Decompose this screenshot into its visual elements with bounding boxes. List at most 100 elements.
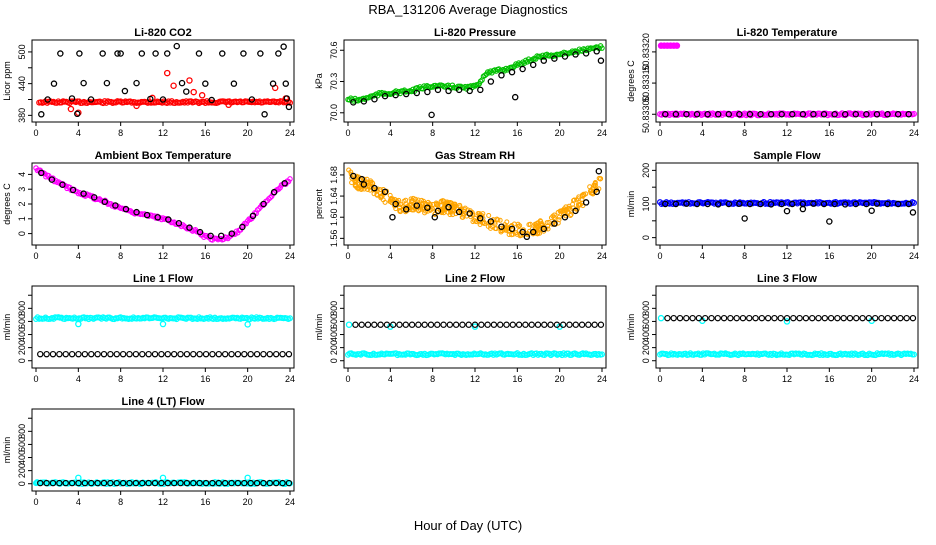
y-tick-label: 600 [329,314,339,329]
data-point [871,314,879,322]
data-point [826,218,833,225]
data-point [445,87,452,95]
x-tick-label: 24 [285,374,295,384]
data-point [670,314,677,322]
data-point [693,200,701,208]
data-point [99,50,106,57]
data-point [746,200,754,208]
data-point [525,230,531,236]
data-point [708,314,715,322]
data-point [478,321,485,328]
data-point [514,350,521,357]
panel-title: Li-820 CO2 [134,27,191,39]
y-axis-label: degrees C [2,183,12,225]
data-point [683,111,690,118]
data-point [450,212,456,218]
y-tick-label: 200 [17,340,27,355]
data-point [354,173,360,179]
data-point [373,187,379,193]
data-point [228,350,235,358]
x-tick-label: 8 [118,251,123,261]
panel-li820-temp: Li-820 Temperature degrees C 0 4 8 12 16 20 24 50… [626,27,919,138]
data-point [49,350,57,358]
data-point [897,314,904,322]
data-point [260,350,267,358]
data-point [390,196,396,202]
data-point [126,479,133,487]
x-tick-label: 8 [430,374,435,384]
data-point [466,210,473,217]
data-point [599,45,605,51]
data-point [413,89,421,97]
data-point [57,50,64,57]
data-point [746,111,754,118]
y-tick-label: 0 [17,481,27,486]
data-point [764,314,772,322]
data-point [580,203,586,209]
x-tick-label: 20 [867,128,877,138]
x-tick-label: 8 [742,374,747,384]
data-point [909,209,917,216]
x-tick-label: 4 [76,128,81,138]
data-point [537,218,543,224]
data-point [815,314,822,322]
data-point [425,208,431,214]
data-point [103,79,111,87]
data-point [714,314,721,322]
data-point [170,479,178,487]
data-point [132,350,140,358]
y-tick-label: 600 [17,314,27,329]
data-point [575,202,581,208]
data-point [846,314,854,322]
data-point [415,321,422,328]
data-point [820,200,828,208]
data-point [657,314,665,322]
data-point [452,321,460,328]
data-series [657,42,681,49]
data-point [477,78,484,84]
data-point [122,205,130,213]
data-point [107,479,114,487]
data-point [477,86,484,94]
data-point [581,192,587,198]
data-series [33,165,293,243]
data-point [409,207,415,213]
data-point [683,200,690,207]
data-point [143,211,151,219]
data-point [410,195,416,201]
y-tick-label: 50.83320 [641,33,651,71]
data-point [43,479,50,487]
data-point [566,321,573,328]
data-point [490,321,498,328]
data-point [423,201,429,207]
data-point [540,225,548,233]
data-point [859,314,866,322]
data-point [244,321,251,328]
data-point [434,86,442,94]
x-tick-label: 0 [345,251,350,261]
data-point [466,87,473,95]
data-point [159,96,167,103]
data-point [75,320,82,328]
data-point [183,479,191,487]
data-point [177,479,184,487]
x-tick-label: 12 [470,251,480,261]
y-tick-label: 400 [17,450,27,465]
data-point [771,314,778,322]
data-point [433,200,439,206]
data-point [428,111,435,119]
data-point [190,88,197,96]
data-point [277,184,283,191]
data-point [183,88,190,95]
data-point [561,213,569,221]
data-point [243,220,250,227]
data-series [350,167,603,241]
data-point [796,314,803,322]
data-point [402,90,410,98]
x-tick-label: 16 [824,128,834,138]
panel-title: Li-820 Pressure [434,27,516,39]
data-point [241,479,248,487]
data-point [48,176,56,183]
data-point [68,350,76,358]
data-point [139,479,146,487]
